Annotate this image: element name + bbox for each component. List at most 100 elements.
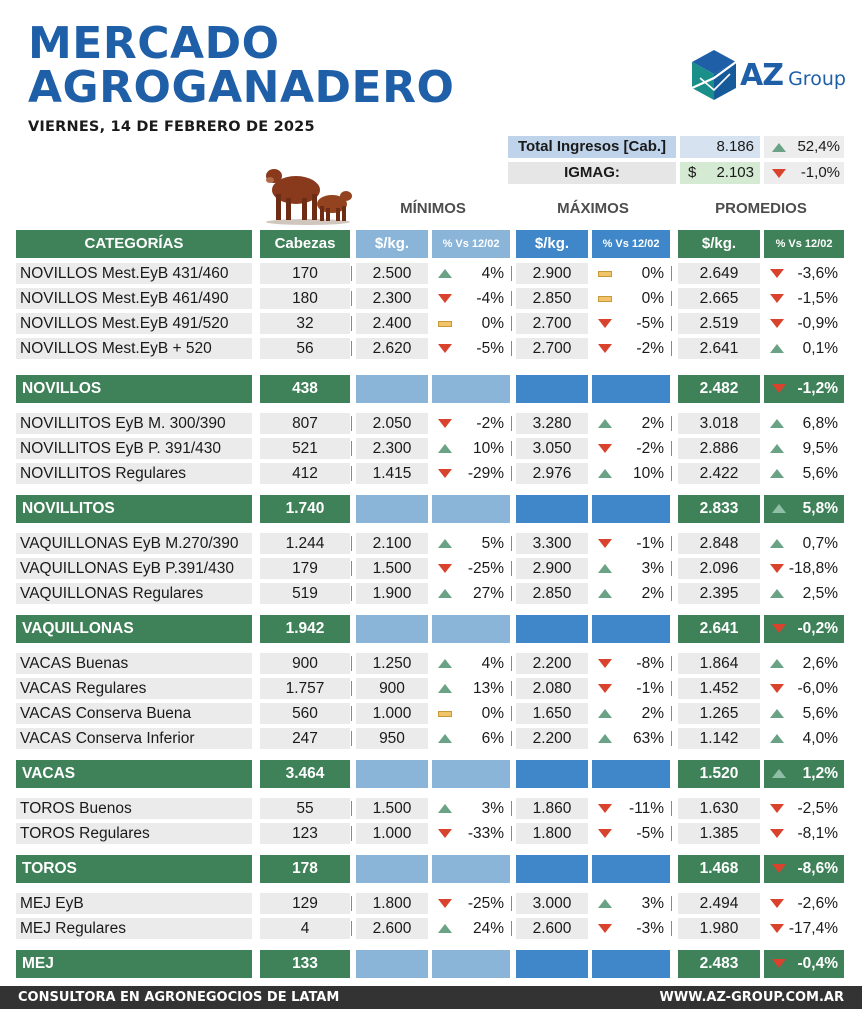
total-max-blank bbox=[516, 375, 588, 403]
column-separator bbox=[671, 341, 672, 356]
max-price: 2.976 bbox=[516, 463, 588, 484]
max-vs-pct-text: 2% bbox=[641, 705, 664, 722]
category-name: VACAS Conserva Inferior bbox=[16, 728, 252, 749]
column-separator bbox=[351, 921, 352, 936]
avg-vs-pct-text: -1,5% bbox=[797, 290, 839, 307]
category-total-avg-pct-text: -0,2% bbox=[797, 620, 839, 637]
min-price-text: 950 bbox=[379, 730, 405, 747]
total-min-blank bbox=[356, 495, 428, 523]
category-total-cabezas: 3.464 bbox=[260, 760, 350, 788]
trend-up-icon bbox=[438, 659, 452, 668]
column-separator bbox=[351, 586, 352, 601]
trend-down-icon bbox=[770, 684, 784, 693]
avg-vs-pct-text: -8,1% bbox=[797, 825, 839, 842]
max-vs-pct: -5% bbox=[592, 823, 670, 844]
total-max-blank bbox=[516, 950, 588, 978]
min-price: 950 bbox=[356, 728, 428, 749]
column-separator bbox=[511, 561, 512, 576]
trend-up-icon bbox=[438, 924, 452, 933]
category-name: NOVILLITOS Regulares bbox=[16, 463, 252, 484]
category-total-cabezas: 438 bbox=[260, 375, 350, 403]
col-avg-price: $/kg. bbox=[678, 230, 760, 258]
group-minimos: MÍNIMOS bbox=[400, 200, 466, 217]
cabezas-value-text: 519 bbox=[292, 585, 318, 602]
column-separator bbox=[351, 681, 352, 696]
min-vs-pct: -33% bbox=[432, 823, 510, 844]
trend-down-icon bbox=[770, 269, 784, 278]
trend-down-icon bbox=[598, 539, 612, 548]
avg-vs-pct: -2,6% bbox=[764, 893, 844, 914]
min-vs-pct-text: -29% bbox=[467, 465, 504, 482]
category-total-avg-pct: -0,2% bbox=[764, 615, 844, 643]
column-separator bbox=[351, 731, 352, 746]
max-price: 2.600 bbox=[516, 918, 588, 939]
cabezas-value: 179 bbox=[260, 558, 350, 579]
avg-vs-pct: 2,5% bbox=[764, 583, 844, 604]
category-name: MEJ EyB bbox=[16, 893, 252, 914]
trend-down-icon bbox=[772, 169, 786, 178]
avg-price: 2.886 bbox=[678, 438, 760, 459]
trend-up-icon bbox=[772, 769, 786, 778]
column-separator bbox=[351, 656, 352, 671]
category-name-text: VACAS Conserva Buena bbox=[20, 705, 192, 722]
cabezas-value-text: 179 bbox=[292, 560, 318, 577]
min-vs-pct: -25% bbox=[432, 558, 510, 579]
max-vs-pct-text: 10% bbox=[632, 465, 664, 482]
column-separator bbox=[351, 316, 352, 331]
max-vs-pct: -2% bbox=[592, 338, 670, 359]
category-name-text: MEJ Regulares bbox=[20, 920, 126, 937]
min-vs-pct: 10% bbox=[432, 438, 510, 459]
min-price-text: 2.500 bbox=[372, 265, 412, 282]
category-name-text: VACAS Conserva Inferior bbox=[20, 730, 195, 747]
igmag-pct: -1,0% bbox=[800, 164, 840, 181]
trend-down-icon bbox=[770, 899, 784, 908]
avg-price-text: 1.630 bbox=[699, 800, 739, 817]
min-vs-pct-text: -25% bbox=[467, 560, 504, 577]
category-total-cabezas-text: 438 bbox=[292, 380, 318, 397]
min-vs-pct: 24% bbox=[432, 918, 510, 939]
footer-tagline: CONSULTORA EN AGRONEGOCIOS DE LATAM bbox=[18, 990, 340, 1005]
total-min-blank bbox=[356, 375, 428, 403]
col-min-price: $/kg. bbox=[356, 230, 428, 258]
trend-up-icon bbox=[770, 469, 784, 478]
avg-price-text: 2.641 bbox=[699, 340, 739, 357]
group-promedios: PROMEDIOS bbox=[715, 200, 807, 217]
max-vs-pct-text: 2% bbox=[641, 415, 664, 432]
category-total-avg-pct: 5,8% bbox=[764, 495, 844, 523]
avg-vs-pct: 5,6% bbox=[764, 463, 844, 484]
total-min-blank bbox=[356, 855, 428, 883]
category-name-text: NOVILLOS Mest.EyB 491/520 bbox=[20, 315, 229, 332]
cattle-illustration bbox=[266, 169, 352, 225]
avg-vs-pct: -18,8% bbox=[764, 558, 844, 579]
column-separator bbox=[511, 706, 512, 721]
avg-price-text: 2.494 bbox=[699, 895, 739, 912]
column-separator bbox=[351, 801, 352, 816]
min-price-text: 1.000 bbox=[372, 705, 412, 722]
category-total-name-text: NOVILLITOS bbox=[22, 500, 115, 517]
min-price-text: 2.300 bbox=[372, 290, 412, 307]
trend-up-icon bbox=[770, 344, 784, 353]
max-vs-pct-text: -1% bbox=[636, 680, 664, 697]
trend-down-icon bbox=[438, 294, 452, 303]
min-vs-pct: -29% bbox=[432, 463, 510, 484]
max-vs-pct-text: -5% bbox=[636, 315, 664, 332]
max-vs-pct: 2% bbox=[592, 703, 670, 724]
category-total-avg-text: 2.483 bbox=[699, 955, 739, 972]
trend-flat-icon bbox=[438, 321, 452, 327]
avg-price-text: 1.864 bbox=[699, 655, 739, 672]
max-price-text: 2.080 bbox=[532, 680, 572, 697]
trend-up-icon bbox=[598, 709, 612, 718]
max-price-text: 2.700 bbox=[532, 340, 572, 357]
avg-price: 2.395 bbox=[678, 583, 760, 604]
category-total-name: VAQUILLONAS bbox=[16, 615, 252, 643]
column-separator bbox=[351, 266, 352, 281]
max-price-text: 2.850 bbox=[532, 290, 572, 307]
avg-vs-pct-text: 5,6% bbox=[802, 705, 838, 722]
max-vs-pct: -3% bbox=[592, 918, 670, 939]
cabezas-value: 519 bbox=[260, 583, 350, 604]
avg-price: 1.630 bbox=[678, 798, 760, 819]
category-name: NOVILLITOS EyB P. 391/430 bbox=[16, 438, 252, 459]
column-separator bbox=[671, 316, 672, 331]
trend-down-icon bbox=[770, 319, 784, 328]
category-name: VAQUILLONAS EyB P.391/430 bbox=[16, 558, 252, 579]
